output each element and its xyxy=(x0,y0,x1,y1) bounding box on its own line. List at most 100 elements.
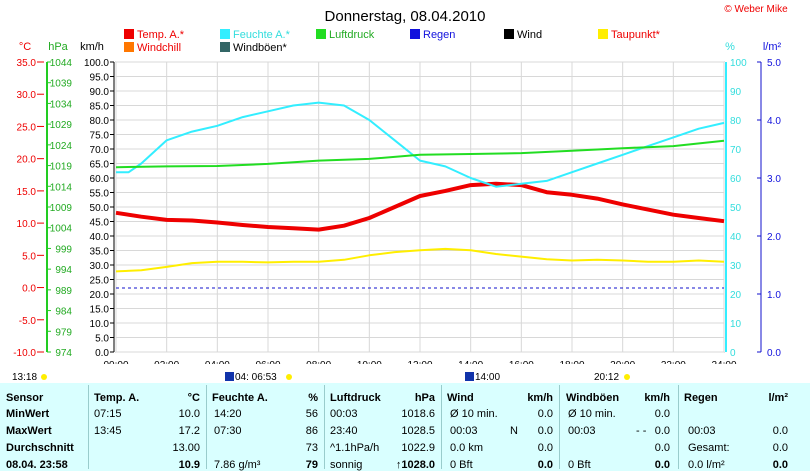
hdr-temp: Temp. A. xyxy=(94,392,140,404)
temp-tick-label: -5.0 xyxy=(19,316,37,327)
temp-tick-label: 15.0 xyxy=(17,187,37,198)
rain-tick-label: 0.0 xyxy=(767,348,781,359)
separator xyxy=(559,385,560,469)
wind-label: 00:03 xyxy=(450,425,478,437)
humidity-unit: % xyxy=(725,41,735,53)
legend-swatch xyxy=(598,29,608,39)
series-line-0 xyxy=(115,181,725,232)
humidity-time: 7.86 g/m³ xyxy=(214,459,261,471)
temp-value: 10.9 xyxy=(178,459,200,471)
gust-value: 0.0 xyxy=(654,459,670,471)
legend-label: Temp. A.* xyxy=(137,29,185,41)
sun-marker-2: 14:00 xyxy=(475,372,500,383)
rain-tick-label: 4.0 xyxy=(767,116,781,127)
chart-title: Donnerstag, 08.04.2010 xyxy=(325,8,486,25)
pressure-time: 00:03 xyxy=(330,408,358,420)
gust-label: 0 Bft xyxy=(568,459,591,471)
pressure-time: ^1.1hPa/h xyxy=(330,442,380,454)
wind-tick-label: 85.0 xyxy=(90,102,110,113)
humidity-value: 86 xyxy=(305,425,318,437)
humidity-tick-label: 30 xyxy=(730,261,742,272)
wind-label: Ø 10 min. xyxy=(450,408,498,420)
legend-swatch xyxy=(220,42,230,52)
gust-value: 0.0 xyxy=(654,425,670,437)
legend-label: Feuchte A.* xyxy=(233,29,291,41)
temp-tick-label: 0.0 xyxy=(22,284,36,295)
pressure-value: 1018.6 xyxy=(401,408,435,420)
temp-tick-label: 10.0 xyxy=(17,219,37,230)
pressure-tick-label: 979 xyxy=(55,327,72,338)
legend-label: Wind xyxy=(517,29,542,41)
humidity-tick-label: 90 xyxy=(730,87,742,98)
pressure-time: 23:40 xyxy=(330,425,358,437)
wind-tick-label: 10.0 xyxy=(90,319,110,330)
temp-value: 13.00 xyxy=(172,442,200,454)
sun-marker-0: 13:18 xyxy=(12,372,37,383)
wind-tick-label: 35.0 xyxy=(90,247,110,258)
rain-tick-label: 1.0 xyxy=(767,290,781,301)
humidity-tick-label: 70 xyxy=(730,145,742,156)
wind-tick-label: 100.0 xyxy=(84,58,109,69)
wind-tick-label: 40.0 xyxy=(90,232,110,243)
separator xyxy=(88,385,89,469)
pressure-tick-label: 1014 xyxy=(50,182,73,193)
wind-tick-label: 15.0 xyxy=(90,305,110,316)
pressure-tick-label: 994 xyxy=(55,265,72,276)
pressure-time: sonnig xyxy=(330,459,363,471)
legend-swatch xyxy=(316,29,326,39)
legend-label: Taupunkt* xyxy=(611,29,661,41)
gust-dir: - - xyxy=(636,425,647,437)
series-line-3 xyxy=(115,247,725,273)
humidity-tick-label: 0 xyxy=(730,348,736,359)
wind-tick-label: 90.0 xyxy=(90,87,110,98)
wind-value: 0.0 xyxy=(537,459,553,471)
pressure-value: 1028.5 xyxy=(401,425,435,437)
hdr-pressure-unit: hPa xyxy=(414,392,435,404)
wind-value: 0.0 xyxy=(537,442,553,454)
humidity-time: 07:30 xyxy=(214,425,242,437)
series-line-1 xyxy=(116,101,725,188)
rain-label: 0.0 l/m² xyxy=(688,459,725,471)
sun-icon xyxy=(41,374,47,380)
temp-tick-label: -10.0 xyxy=(13,348,36,359)
pressure-tick-label: 1029 xyxy=(50,120,73,131)
humidity-value: 79 xyxy=(305,459,318,471)
separator xyxy=(206,385,207,469)
temp-tick-label: 35.0 xyxy=(17,58,37,69)
hdr-gust-unit: km/h xyxy=(644,392,670,404)
wind-tick-label: 75.0 xyxy=(90,131,110,142)
pressure-value: 1022.9 xyxy=(401,442,435,454)
sun-marker-1: 04: 06:53 xyxy=(235,372,277,383)
sun-icon-2 xyxy=(286,374,292,380)
humidity-tick-label: 100 xyxy=(730,58,747,69)
temp-tick-label: 30.0 xyxy=(17,90,37,101)
rain-value: 0.0 xyxy=(772,442,788,454)
hdr-wind-unit: km/h xyxy=(527,392,553,404)
pressure-tick-label: 1019 xyxy=(50,162,73,173)
legend: Temp. A.* Feuchte A.* Luftdruck Regen Wind Ta… xyxy=(124,29,661,54)
legend-label: Windchill xyxy=(137,42,181,54)
pressure-tick-label: 989 xyxy=(55,286,72,297)
temp-time: 13:45 xyxy=(94,425,122,437)
pressure-tick-label: 999 xyxy=(55,244,72,255)
legend-label: Luftdruck xyxy=(329,29,375,41)
wind-tick-label: 60.0 xyxy=(90,174,110,185)
humidity-value: 56 xyxy=(305,408,318,420)
wind-label: 0 Bft xyxy=(450,459,473,471)
wind-dir: N xyxy=(510,425,518,437)
humidity-value: 73 xyxy=(305,442,318,454)
wind-value: 0.0 xyxy=(537,408,553,420)
rain-value: 0.0 xyxy=(772,459,788,471)
legend-swatch xyxy=(220,29,230,39)
wind-tick-label: 45.0 xyxy=(90,218,110,229)
humidity-tick-label: 20 xyxy=(730,290,742,301)
sunrise-icon xyxy=(225,372,234,381)
row-label: MaxWert xyxy=(6,425,52,437)
wind-tick-label: 95.0 xyxy=(90,73,110,84)
wind-tick-label: 70.0 xyxy=(90,145,110,156)
humidity-tick-label: 50 xyxy=(730,203,742,214)
humidity-tick-label: 10 xyxy=(730,319,742,330)
legend-swatch xyxy=(504,29,514,39)
summary-table: Sensor Temp. A. °C Feuchte A. % Luftdruc… xyxy=(0,383,810,471)
wind-tick-label: 0.0 xyxy=(95,348,109,359)
